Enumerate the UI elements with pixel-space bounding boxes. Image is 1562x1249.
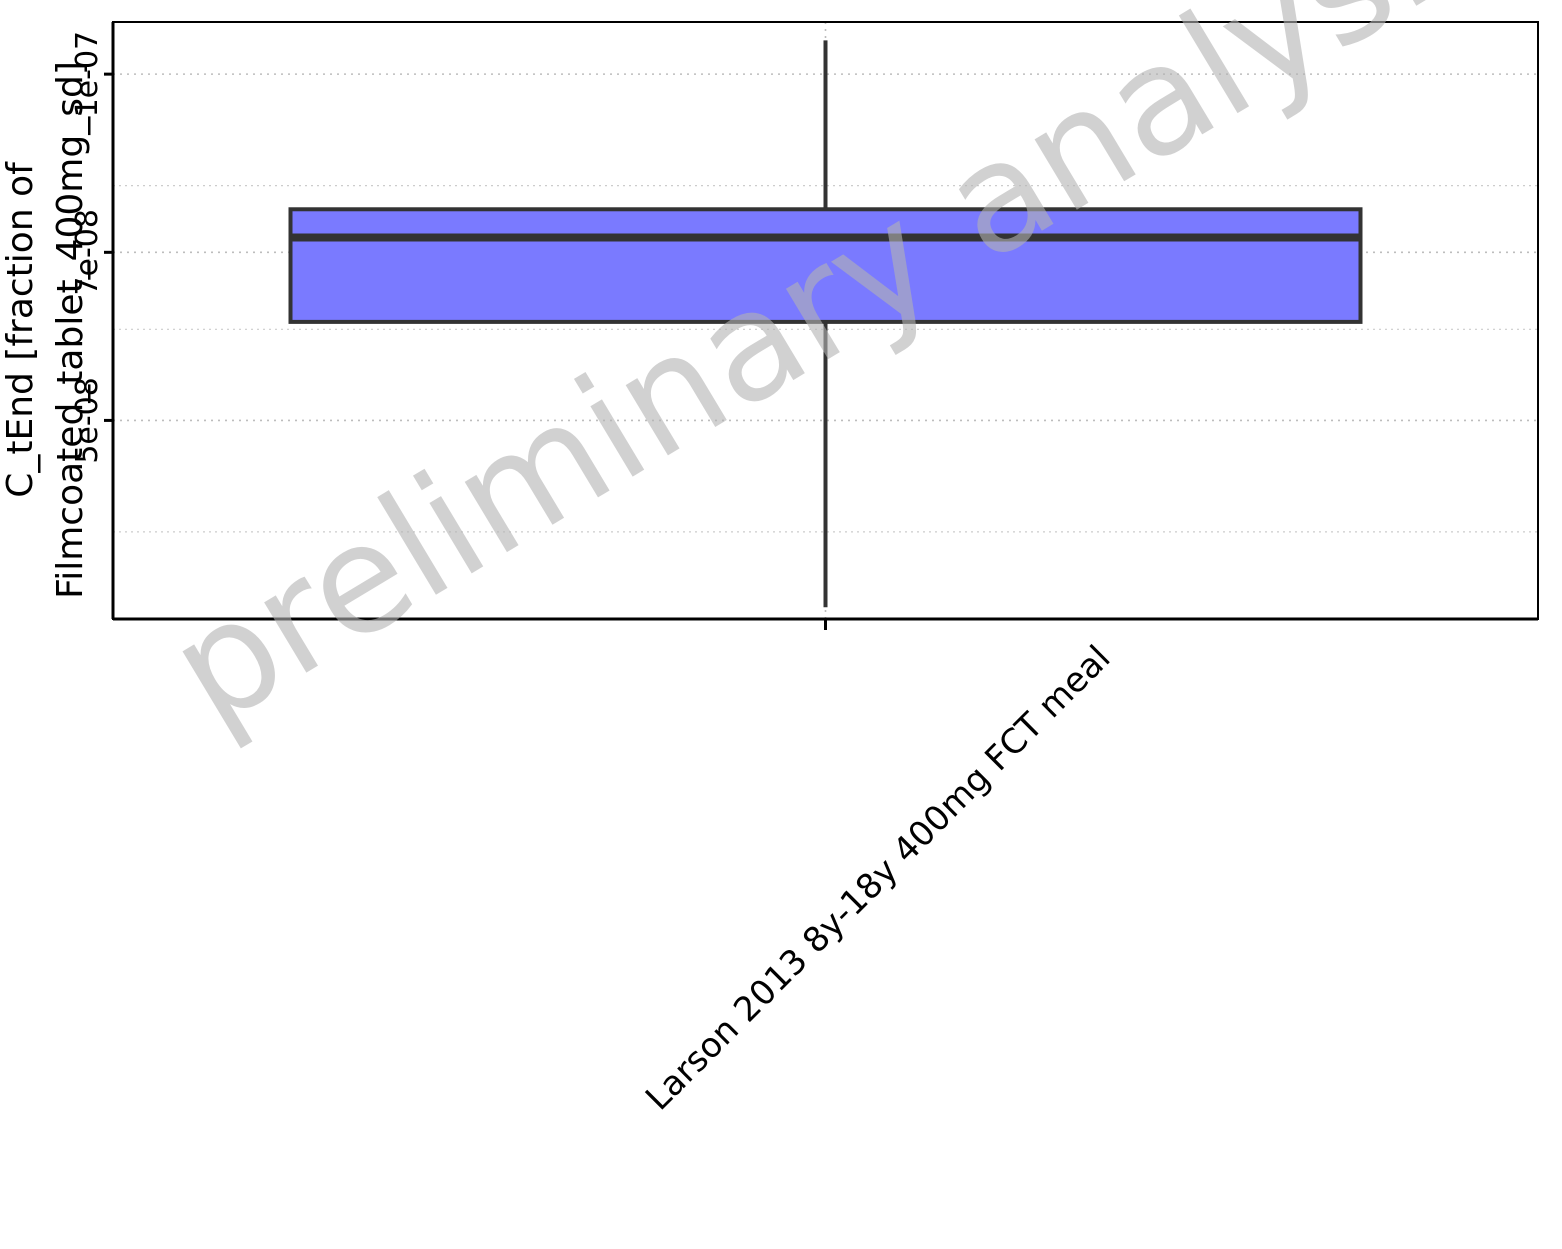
box-iqr (288, 207, 1363, 324)
y-tick-label-1: 7e-08 (70, 209, 105, 296)
y-tick-label-0: 5e-08 (70, 377, 105, 464)
y-axis-title-line-1: C_tEnd [fraction of (0, 161, 41, 498)
y-tick-label-2: 1e-07 (70, 31, 105, 118)
box-plot (288, 40, 1363, 608)
y-axis-title-line-2: Filmcoated_tablet_400mg_sd] (50, 61, 91, 599)
